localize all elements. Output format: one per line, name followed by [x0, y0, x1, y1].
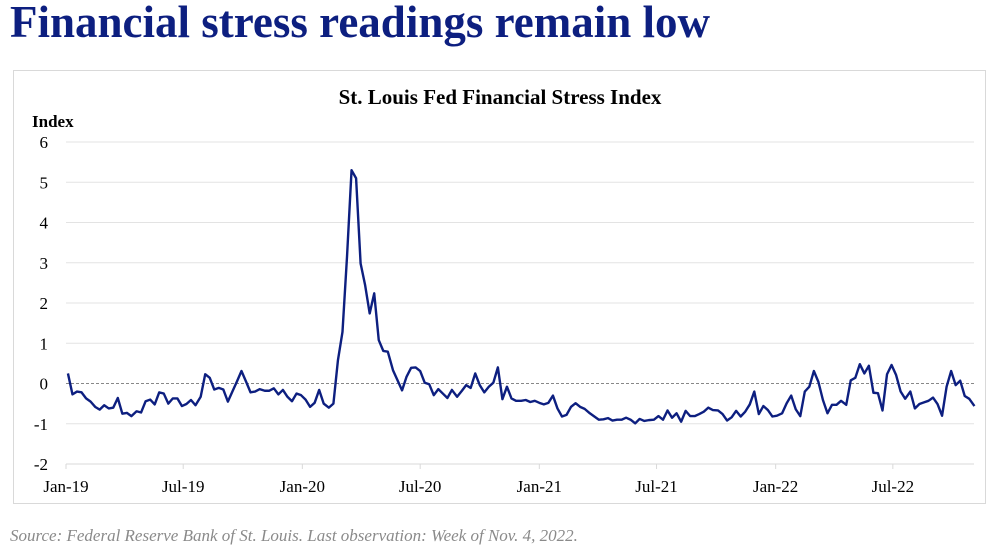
y-axis-label: Index [32, 112, 74, 131]
x-tick-label: Jan-21 [517, 477, 562, 496]
headline: Financial stress readings remain low [10, 0, 711, 47]
x-tick-label: Jan-20 [280, 477, 325, 496]
chart-frame [13, 70, 986, 504]
y-tick-label: -1 [34, 415, 48, 434]
y-tick-label: 1 [40, 334, 49, 353]
y-tick-label: 2 [40, 294, 49, 313]
series-line [66, 168, 976, 425]
x-tick-label: Jul-20 [399, 477, 442, 496]
y-tick-label: 5 [40, 173, 49, 192]
y-tick-label: 4 [40, 214, 49, 233]
y-tick-label: 3 [40, 254, 49, 273]
y-tick-label: 6 [40, 133, 49, 152]
x-tick-label: Jul-22 [872, 477, 915, 496]
x-tick-label: Jul-19 [162, 477, 205, 496]
x-tick-label: Jan-22 [753, 477, 798, 496]
y-tick-label: 0 [40, 375, 49, 394]
chart-title: St. Louis Fed Financial Stress Index [339, 85, 662, 109]
y-tick-label: -2 [34, 455, 48, 474]
x-tick-label: Jul-21 [635, 477, 678, 496]
source-note: Source: Federal Reserve Bank of St. Loui… [10, 526, 578, 545]
x-tick-label: Jan-19 [43, 477, 88, 496]
